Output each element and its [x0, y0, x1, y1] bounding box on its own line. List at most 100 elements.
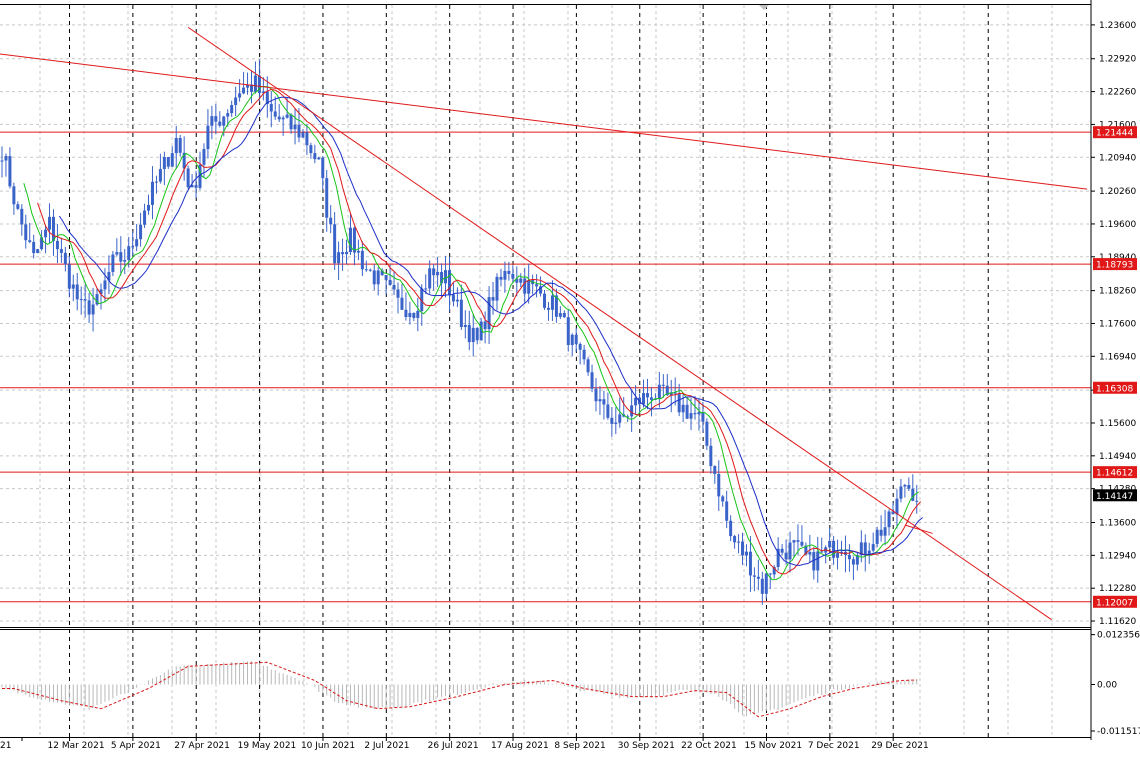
- candle-body: [737, 541, 741, 543]
- price-tick-label: 1.21600: [1099, 120, 1136, 130]
- candle-body: [277, 116, 281, 120]
- candle-body: [301, 132, 305, 138]
- time-tick-label: 26 Jul 2021: [428, 741, 479, 751]
- price-tick-label: 1.15600: [1099, 419, 1136, 429]
- candle-body: [131, 246, 135, 248]
- candle-body: [24, 224, 28, 241]
- candle-body: [634, 397, 638, 406]
- price-tick-label: 1.12280: [1099, 584, 1136, 594]
- shift-marker-icon: [759, 5, 769, 10]
- candle-body: [257, 75, 261, 94]
- osc-tick-label: -0.011517: [1097, 727, 1140, 737]
- candle-body: [558, 313, 562, 317]
- time-tick-label: 21: [0, 741, 11, 751]
- candle-body: [95, 294, 99, 305]
- candle-body: [570, 334, 574, 346]
- candle-body: [792, 540, 796, 543]
- candle-body: [51, 216, 55, 241]
- candle-body: [444, 270, 448, 284]
- candle-body: [903, 485, 907, 487]
- candle-body: [511, 273, 515, 279]
- candle-body: [689, 413, 693, 419]
- candle-body: [491, 297, 495, 301]
- price-tick-label: 1.14940: [1099, 452, 1136, 462]
- candle-body: [44, 229, 48, 238]
- candle-body: [91, 304, 95, 315]
- level-tag-bg: [1093, 258, 1137, 271]
- candle-body: [432, 268, 436, 276]
- candle-body: [162, 157, 166, 170]
- candle-body: [428, 268, 432, 289]
- candle-body: [380, 270, 384, 276]
- candle-body: [190, 184, 194, 188]
- candle-body: [0, 160, 4, 162]
- candle-body: [87, 300, 91, 315]
- candle-body: [800, 541, 804, 546]
- candle-body: [657, 384, 661, 399]
- oscillator-axis: 0.012356 0.00 -0.011517: [1091, 631, 1140, 737]
- current-price-tag: 1.14147: [1096, 492, 1133, 502]
- candle-body: [685, 404, 689, 419]
- price-tick-label: 1.18940: [1099, 253, 1136, 263]
- candle-body: [891, 511, 895, 515]
- candle-body: [725, 501, 729, 521]
- candle-body: [293, 124, 297, 130]
- candle-body: [907, 485, 911, 489]
- candle-body: [214, 116, 218, 122]
- horizontal-levels: [0, 131, 1091, 603]
- ma_fast-line: [23, 85, 919, 581]
- candle-body: [780, 548, 784, 553]
- candle-body: [546, 307, 550, 310]
- candle-body: [645, 393, 649, 398]
- osc-signal-line: [2, 661, 917, 718]
- candle-body: [333, 224, 337, 264]
- candle-body: [642, 393, 646, 405]
- candle-body: [253, 75, 257, 92]
- candle-body: [459, 299, 463, 328]
- candle-body: [463, 324, 467, 328]
- time-tick-label: 15 Nov 2021: [744, 741, 802, 751]
- candle-body: [115, 252, 119, 255]
- candle-body: [309, 145, 313, 154]
- candle-body: [273, 111, 277, 117]
- candle-body: [28, 240, 32, 242]
- candle-body: [705, 421, 709, 446]
- candle-body: [519, 278, 523, 283]
- osc-tick-label: 0.00: [1097, 681, 1117, 691]
- time-tick-label: 10 Jun 2021: [301, 741, 355, 751]
- candle-body: [285, 114, 289, 118]
- candle-body: [840, 551, 844, 554]
- candle-body: [828, 540, 832, 548]
- candle-body: [503, 270, 507, 280]
- candle-body: [416, 310, 420, 319]
- price-tick-label: 1.22260: [1099, 88, 1136, 98]
- candle-body: [289, 114, 293, 130]
- candle-body: [392, 284, 396, 290]
- candle-body: [772, 566, 776, 575]
- candle-body: [139, 224, 143, 240]
- candle-body: [384, 275, 388, 280]
- candle-body: [329, 217, 333, 225]
- candle-body: [99, 289, 103, 295]
- candle-body: [412, 312, 416, 319]
- candle-body: [875, 529, 879, 545]
- candle-body: [851, 559, 855, 565]
- candle-body: [610, 417, 614, 424]
- candle-body: [242, 87, 246, 94]
- candle-body: [717, 473, 721, 497]
- candle-body: [487, 297, 491, 330]
- candle-body: [867, 550, 871, 555]
- candle-body: [804, 545, 808, 555]
- candle-body: [796, 540, 800, 542]
- candle-body: [249, 84, 253, 92]
- candle-body: [709, 445, 713, 467]
- candle-body: [574, 334, 578, 344]
- candle-body: [230, 105, 234, 114]
- candle-body: [59, 249, 63, 253]
- candle-body: [36, 249, 40, 254]
- level-tags: 1.21444 1.18793 1.16308 1.14612 1.12007 1.141…: [1093, 126, 1137, 608]
- candle-body: [265, 91, 269, 104]
- candle-body: [562, 313, 566, 318]
